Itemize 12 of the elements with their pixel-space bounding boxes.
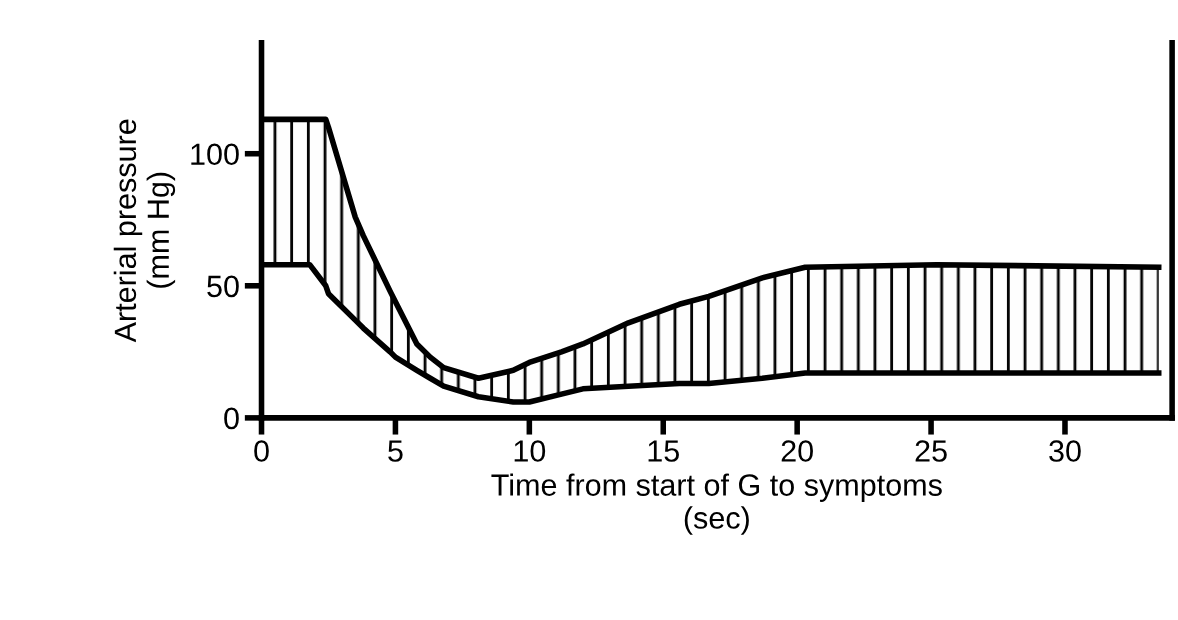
x-tick-label: 15 xyxy=(648,440,679,462)
y-axis-title: Arterial pressure (mm Hg) xyxy=(113,119,176,343)
x-tick-label: 10 xyxy=(514,440,546,462)
x-axis-title: Time from start of G to symptoms (sec) xyxy=(491,473,942,535)
x-tick-label: 20 xyxy=(781,440,813,462)
y-tick-label: 0 xyxy=(224,407,239,430)
y-tick-label: 50 xyxy=(207,275,239,298)
x-tick-label: 25 xyxy=(915,440,947,462)
x-tick-label: 30 xyxy=(1049,440,1081,462)
x-tick-label: 5 xyxy=(388,440,403,462)
x-tick-label: 0 xyxy=(254,440,269,462)
y-tick-label: 100 xyxy=(191,143,239,166)
